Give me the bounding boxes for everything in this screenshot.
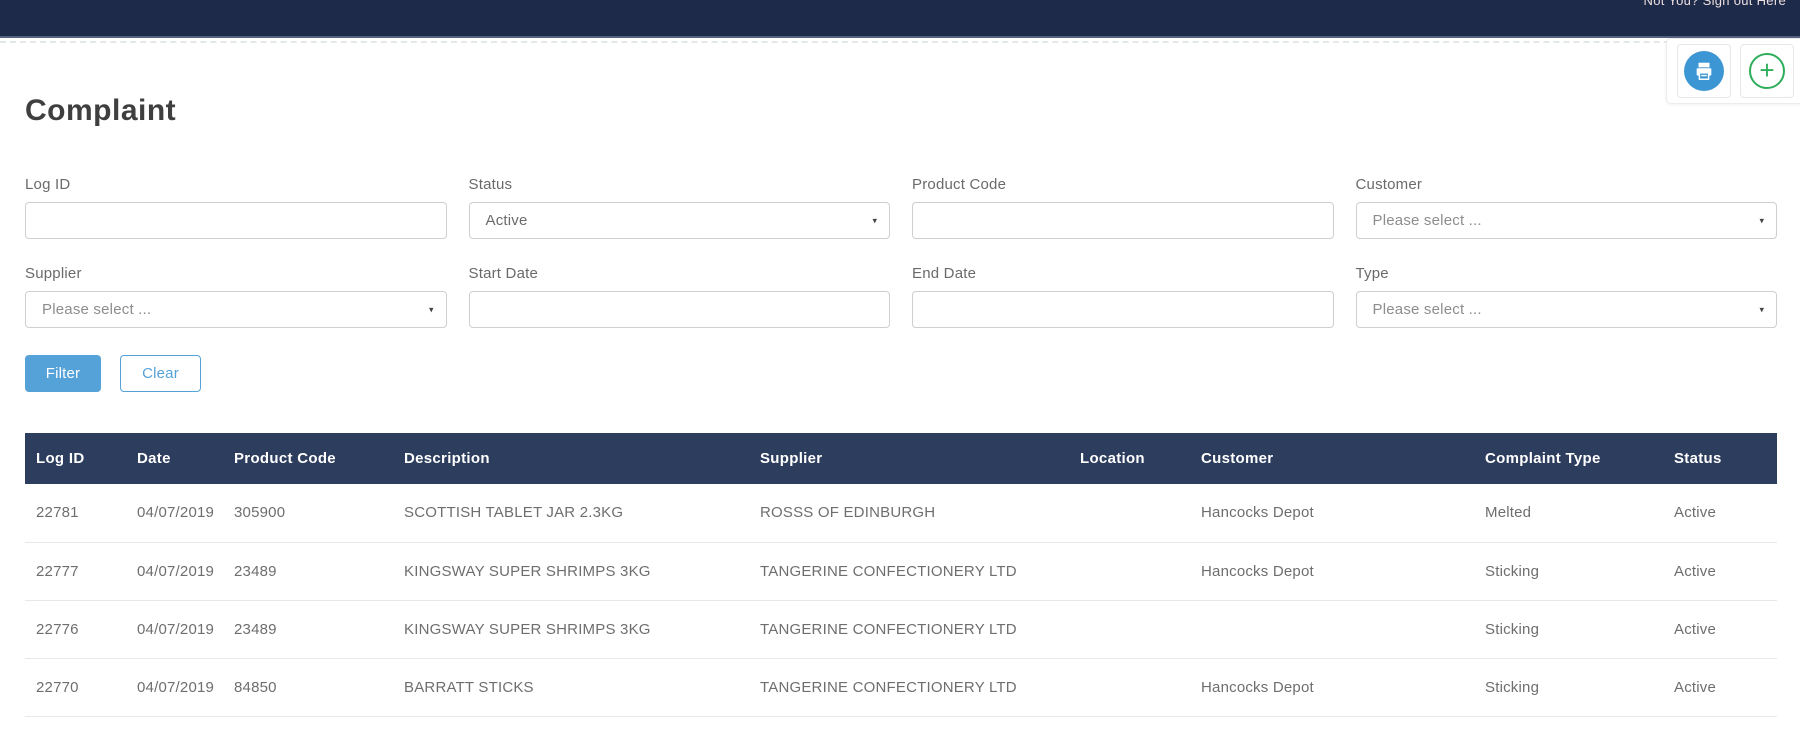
cell-complaint-type: Sticking: [1485, 620, 1540, 638]
column-header-log-id: Log ID: [25, 433, 126, 484]
cell-description: KINGSWAY SUPER SHRIMPS 3KG: [404, 562, 651, 580]
cell-supplier: TANGERINE CONFECTIONERY LTD: [760, 562, 1017, 580]
end-date-label: End Date: [912, 265, 977, 282]
cell-description: KINGSWAY SUPER SHRIMPS 3KG: [404, 620, 651, 638]
field-type: Type Please select ... ▾: [1355, 265, 1777, 328]
table-row[interactable]: 22781 04/07/2019 305900 SCOTTISH TABLET …: [25, 484, 1777, 542]
type-label: Type: [1355, 265, 1389, 282]
cell-product-code: 23489: [234, 562, 277, 580]
caret-down-icon: ▾: [1759, 304, 1764, 314]
cell-log-id: 22781: [36, 504, 79, 522]
print-button[interactable]: [1677, 44, 1731, 98]
table-row[interactable]: 22777 04/07/2019 23489 KINGSWAY SUPER SH…: [25, 542, 1777, 600]
field-end-date: End Date: [912, 265, 1334, 328]
log-id-label: Log ID: [25, 176, 71, 193]
cell-complaint-type: Melted: [1485, 504, 1532, 522]
type-selected-value: Please select ...: [1372, 301, 1482, 318]
page-title: Complaint: [25, 94, 177, 127]
cell-status: Active: [1674, 620, 1717, 638]
cell-supplier: ROSSS OF EDINBURGH: [760, 504, 936, 522]
start-date-input[interactable]: [468, 291, 890, 328]
field-start-date: Start Date: [468, 265, 890, 328]
cell-date: 04/07/2019: [137, 562, 215, 580]
cell-customer: Hancocks Depot: [1201, 504, 1314, 522]
cell-location: [1069, 600, 1190, 658]
column-header-description: Description: [393, 433, 749, 484]
column-header-supplier: Supplier: [749, 433, 1069, 484]
product-code-input[interactable]: [912, 202, 1334, 239]
table-row[interactable]: 22770 04/07/2019 84850 BARRATT STICKS TA…: [25, 658, 1777, 716]
cell-status: Active: [1674, 562, 1717, 580]
field-product-code: Product Code: [912, 176, 1334, 239]
supplier-label: Supplier: [25, 265, 82, 282]
column-header-product-code: Product Code: [223, 433, 393, 484]
cell-customer: Hancocks Depot: [1201, 678, 1314, 696]
column-header-status: Status: [1663, 433, 1777, 484]
product-code-label: Product Code: [912, 176, 1007, 193]
add-button[interactable]: +: [1740, 44, 1794, 98]
caret-down-icon: ▾: [428, 304, 434, 314]
cell-status: Active: [1674, 678, 1717, 696]
cell-location: [1069, 542, 1190, 600]
cell-complaint-type: Sticking: [1485, 678, 1540, 696]
clear-button[interactable]: Clear: [120, 355, 201, 392]
status-select[interactable]: Active ▾: [468, 202, 890, 239]
customer-label: Customer: [1355, 176, 1423, 193]
column-header-location: Location: [1069, 433, 1190, 484]
cell-log-id: 22776: [36, 620, 79, 638]
field-supplier: Supplier Please select ... ▾: [25, 265, 447, 328]
cell-product-code: 23489: [234, 620, 277, 638]
top-navigation-bar: Not You? Sign out Here: [0, 0, 1800, 38]
cell-supplier: TANGERINE CONFECTIONERY LTD: [760, 678, 1017, 696]
cell-product-code: 84850: [234, 678, 277, 696]
column-header-date: Date: [126, 433, 223, 484]
caret-down-icon: ▾: [1759, 215, 1764, 225]
status-selected-value: Active: [485, 212, 528, 229]
cell-location: [1069, 484, 1190, 542]
cell-date: 04/07/2019: [137, 620, 215, 638]
status-label: Status: [468, 176, 513, 193]
customer-selected-value: Please select ...: [1372, 212, 1482, 229]
cell-location: [1069, 658, 1190, 716]
cell-description: BARRATT STICKS: [404, 678, 534, 696]
log-id-input[interactable]: [25, 202, 447, 239]
end-date-input[interactable]: [912, 291, 1334, 328]
complaints-table: Log ID Date Product Code Description Sup…: [25, 433, 1777, 717]
filter-form: Log ID Status Active ▾ Product Code Cust…: [25, 176, 1777, 354]
customer-select[interactable]: Please select ... ▾: [1355, 202, 1777, 239]
plus-icon: +: [1749, 53, 1785, 89]
cell-customer: [1190, 600, 1474, 658]
cell-date: 04/07/2019: [137, 678, 215, 696]
action-panel: +: [1666, 38, 1800, 104]
cell-log-id: 22770: [36, 678, 79, 696]
field-status: Status Active ▾: [468, 176, 890, 239]
dashed-divider: [0, 41, 1800, 43]
column-header-customer: Customer: [1190, 433, 1474, 484]
cell-customer: Hancocks Depot: [1201, 562, 1314, 580]
table-header: Log ID Date Product Code Description Sup…: [25, 433, 1777, 484]
main-content: Complaint Log ID Status Active ▾ Product…: [0, 94, 1800, 717]
cell-log-id: 22777: [36, 562, 79, 580]
cell-product-code: 305900: [234, 504, 286, 522]
supplier-selected-value: Please select ...: [42, 301, 152, 318]
cell-supplier: TANGERINE CONFECTIONERY LTD: [760, 620, 1017, 638]
filter-button[interactable]: Filter: [25, 355, 101, 392]
filter-actions: Filter Clear: [25, 355, 1777, 392]
column-header-complaint-type: Complaint Type: [1474, 433, 1663, 484]
sign-out-link[interactable]: Not You? Sign out Here: [1643, 0, 1786, 8]
cell-status: Active: [1674, 504, 1717, 522]
field-log-id: Log ID: [25, 176, 447, 239]
table-row[interactable]: 22776 04/07/2019 23489 KINGSWAY SUPER SH…: [25, 600, 1777, 658]
printer-icon: [1684, 51, 1724, 91]
cell-complaint-type: Sticking: [1485, 562, 1540, 580]
cell-description: SCOTTISH TABLET JAR 2.3KG: [404, 504, 624, 522]
cell-date: 04/07/2019: [137, 504, 215, 522]
supplier-select[interactable]: Please select ... ▾: [25, 291, 447, 328]
field-customer: Customer Please select ... ▾: [1355, 176, 1777, 239]
type-select[interactable]: Please select ... ▾: [1355, 291, 1777, 328]
caret-down-icon: ▾: [872, 215, 877, 225]
start-date-label: Start Date: [468, 265, 539, 282]
